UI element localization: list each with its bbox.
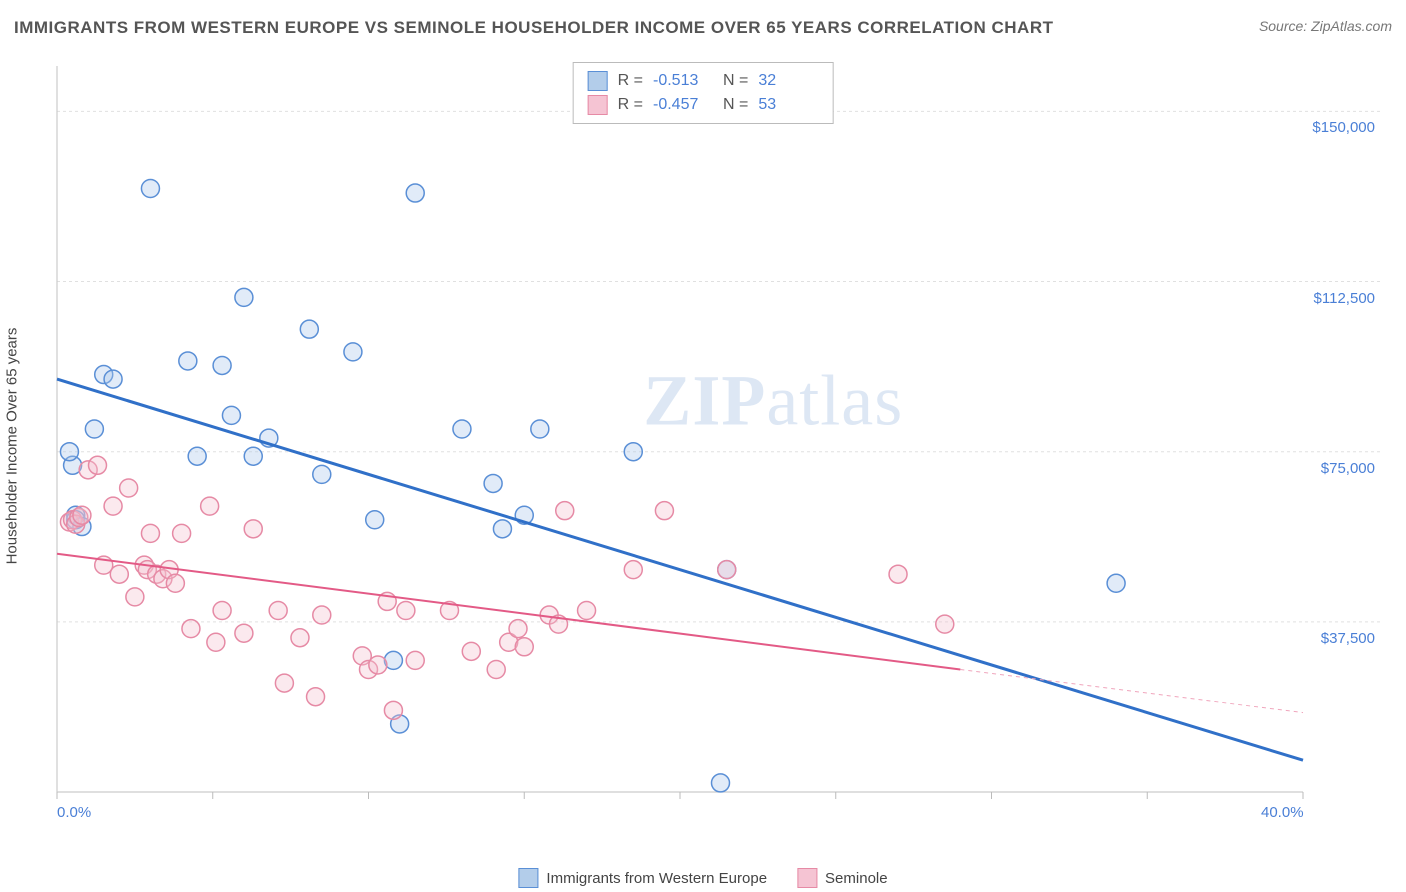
data-point	[141, 524, 159, 542]
data-point	[453, 420, 471, 438]
data-point	[369, 656, 387, 674]
series-name: Seminole	[825, 870, 888, 887]
data-point	[509, 620, 527, 638]
series-legend: Immigrants from Western Europe Seminole	[518, 868, 887, 888]
data-point	[1107, 574, 1125, 592]
data-point	[624, 443, 642, 461]
data-point	[213, 602, 231, 620]
stats-legend-row: R = -0.513 N = 32	[588, 69, 819, 93]
data-point	[484, 474, 502, 492]
legend-swatch	[588, 95, 608, 115]
legend-swatch	[797, 868, 817, 888]
data-point	[366, 511, 384, 529]
stat-n-value: 53	[758, 96, 818, 114]
data-point	[73, 506, 91, 524]
data-point	[141, 180, 159, 198]
trend-line	[57, 379, 1303, 760]
data-point	[307, 688, 325, 706]
scatter-plot	[53, 62, 1383, 832]
y-tick-label: $150,000	[1312, 119, 1375, 136]
y-tick-label: $37,500	[1321, 630, 1375, 647]
data-point	[235, 288, 253, 306]
chart-title: IMMIGRANTS FROM WESTERN EUROPE VS SEMINO…	[14, 18, 1054, 38]
data-point	[493, 520, 511, 538]
stat-n-label: N =	[723, 72, 748, 90]
data-point	[406, 651, 424, 669]
data-point	[188, 447, 206, 465]
data-point	[235, 624, 253, 642]
x-tick-label: 40.0%	[1261, 804, 1304, 821]
chart-area: $37,500 $75,000 $112,500 $150,000 0.0% 40.0%	[53, 62, 1383, 832]
legend-swatch	[518, 868, 538, 888]
legend-swatch	[588, 71, 608, 91]
stats-legend: R = -0.513 N = 32 R = -0.457 N = 53	[573, 62, 834, 124]
y-tick-label: $75,000	[1321, 460, 1375, 477]
data-point	[120, 479, 138, 497]
data-point	[531, 420, 549, 438]
stat-r-label: R =	[618, 96, 643, 114]
data-point	[487, 660, 505, 678]
data-point	[222, 406, 240, 424]
data-point	[275, 674, 293, 692]
data-point	[291, 629, 309, 647]
data-point	[711, 774, 729, 792]
stat-r-value: -0.513	[653, 72, 713, 90]
data-point	[182, 620, 200, 638]
data-point	[244, 447, 262, 465]
y-tick-label: $112,500	[1314, 290, 1375, 307]
source-attribution: Source: ZipAtlas.com	[1259, 18, 1392, 34]
data-point	[936, 615, 954, 633]
data-point	[110, 565, 128, 583]
data-point	[60, 443, 78, 461]
data-point	[166, 574, 184, 592]
data-point	[344, 343, 362, 361]
x-tick-label: 0.0%	[57, 804, 91, 821]
data-point	[126, 588, 144, 606]
source-name: ZipAtlas.com	[1311, 18, 1392, 34]
data-point	[384, 701, 402, 719]
trend-line-extrapolated	[960, 669, 1303, 712]
data-point	[462, 642, 480, 660]
data-point	[515, 638, 533, 656]
data-point	[207, 633, 225, 651]
data-point	[624, 561, 642, 579]
data-point	[179, 352, 197, 370]
data-point	[313, 606, 331, 624]
stat-n-label: N =	[723, 96, 748, 114]
series-legend-item: Immigrants from Western Europe	[518, 868, 767, 888]
data-point	[578, 602, 596, 620]
stat-r-value: -0.457	[653, 96, 713, 114]
data-point	[85, 420, 103, 438]
data-point	[556, 502, 574, 520]
stat-r-label: R =	[618, 72, 643, 90]
stat-n-value: 32	[758, 72, 818, 90]
data-point	[173, 524, 191, 542]
source-label: Source:	[1259, 18, 1307, 34]
data-point	[88, 456, 106, 474]
data-point	[406, 184, 424, 202]
data-point	[655, 502, 673, 520]
data-point	[313, 465, 331, 483]
stats-legend-row: R = -0.457 N = 53	[588, 93, 819, 117]
series-legend-item: Seminole	[797, 868, 888, 888]
data-point	[718, 561, 736, 579]
series-name: Immigrants from Western Europe	[546, 870, 767, 887]
data-point	[300, 320, 318, 338]
data-point	[269, 602, 287, 620]
data-point	[889, 565, 907, 583]
data-point	[213, 356, 231, 374]
data-point	[104, 497, 122, 515]
data-point	[201, 497, 219, 515]
y-axis-label: Householder Income Over 65 years	[4, 328, 21, 565]
data-point	[244, 520, 262, 538]
trend-line	[57, 554, 960, 670]
data-point	[397, 602, 415, 620]
data-point	[104, 370, 122, 388]
